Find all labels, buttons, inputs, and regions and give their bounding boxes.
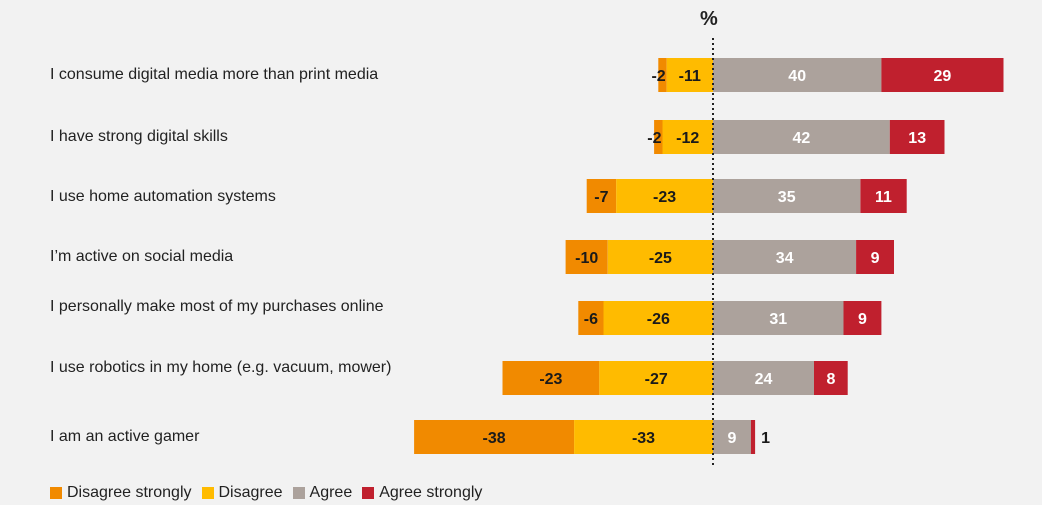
data-label: -27 <box>645 371 668 388</box>
bar-segment <box>889 120 945 154</box>
legend-label: Agree strongly <box>379 484 483 501</box>
data-label: 8 <box>826 371 835 388</box>
legend-label: Agree <box>309 484 353 501</box>
bar-segment <box>713 420 751 454</box>
bar-segment <box>860 179 907 213</box>
data-label: 34 <box>776 250 794 267</box>
data-label: 9 <box>858 311 867 328</box>
category-label: I use robotics in my home (e.g. vacuum, … <box>50 359 392 376</box>
bar-segment <box>666 58 713 92</box>
data-label: 13 <box>908 130 926 147</box>
bar-segment <box>616 179 713 213</box>
unit-label: % <box>700 8 718 30</box>
bar-segment <box>414 420 575 454</box>
data-label: -2 <box>651 68 665 85</box>
bar-segment <box>603 301 713 335</box>
bar-segment <box>713 301 844 335</box>
legend-item: Agree <box>292 484 353 502</box>
bar-segment <box>586 179 617 213</box>
bar-segment <box>574 420 713 454</box>
bar-segment <box>713 120 890 154</box>
bar-segment <box>713 58 882 92</box>
bar-segment <box>565 240 608 274</box>
data-label: 35 <box>778 189 796 206</box>
category-label: I consume digital media more than print … <box>50 66 379 83</box>
legend-swatch <box>362 487 375 499</box>
category-label: I am an active gamer <box>50 428 200 445</box>
bar-segment <box>599 361 713 395</box>
bar-segment <box>814 361 848 395</box>
data-label: 1 <box>761 430 770 447</box>
data-label: -11 <box>679 68 701 85</box>
data-label: -6 <box>584 311 598 328</box>
bar-segment <box>856 240 894 274</box>
data-label: -25 <box>649 250 672 267</box>
legend-item: Disagree <box>201 484 283 502</box>
data-label: -12 <box>676 130 699 147</box>
bar-segment <box>713 240 857 274</box>
legend-item: Disagree strongly <box>50 484 192 502</box>
data-label: -7 <box>594 189 608 206</box>
data-label: 31 <box>769 311 787 328</box>
diverging-bar-chart: -2 -11 40 29 -2 -12 42 13 -7 -23 35 11 -10 -25 34 9 -6 -2… <box>414 38 1004 468</box>
data-label: -33 <box>632 430 655 447</box>
category-label: I use home automation systems <box>50 188 276 205</box>
data-label: -23 <box>653 189 676 206</box>
data-label: -23 <box>539 371 562 388</box>
bar-segment <box>713 179 861 213</box>
legend-swatch <box>50 487 62 499</box>
data-label: 9 <box>727 430 736 447</box>
category-label: I’m active on social media <box>50 248 234 265</box>
chart-panel: % I consume digital media more than prin… <box>50 8 1004 468</box>
bar-segment <box>662 120 713 154</box>
category-label: I have strong digital skills <box>50 128 228 145</box>
legend-swatch <box>201 487 214 499</box>
bar-segment <box>843 301 882 335</box>
data-label: 40 <box>788 68 806 85</box>
bar-segment <box>881 58 1004 92</box>
bar-segment <box>654 120 663 154</box>
legend-item: Agree strongly <box>362 484 482 502</box>
category-label: I personally make most of my purchases o… <box>50 298 384 315</box>
legend-label: Disagree <box>218 484 283 501</box>
data-label: 9 <box>871 250 880 267</box>
legend: Disagree strongly Disagree Agree Agree s… <box>50 484 486 502</box>
bar-segment <box>607 240 714 274</box>
data-label: 42 <box>793 130 811 147</box>
data-label: -2 <box>647 130 661 147</box>
bar-segment <box>502 361 600 395</box>
bar-segment <box>713 361 814 395</box>
bar-segment <box>658 58 667 92</box>
data-label: 29 <box>934 68 952 85</box>
legend-swatch <box>292 487 305 499</box>
bar-segment <box>578 301 604 335</box>
legend-label: Disagree strongly <box>67 484 192 501</box>
data-label: -10 <box>575 250 598 267</box>
data-label: -26 <box>647 311 670 328</box>
data-label: 24 <box>755 371 773 388</box>
data-label: 11 <box>875 189 892 206</box>
data-label: -38 <box>483 430 506 447</box>
bar-segment <box>750 420 756 454</box>
